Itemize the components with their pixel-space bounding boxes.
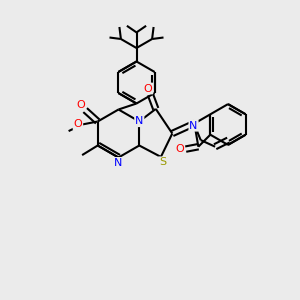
Text: O: O [76,100,85,110]
Text: O: O [74,119,82,129]
Text: N: N [114,158,123,168]
Text: S: S [159,157,166,167]
Text: O: O [144,83,152,94]
Text: O: O [176,144,184,154]
Text: N: N [135,116,143,126]
Text: N: N [189,121,198,131]
